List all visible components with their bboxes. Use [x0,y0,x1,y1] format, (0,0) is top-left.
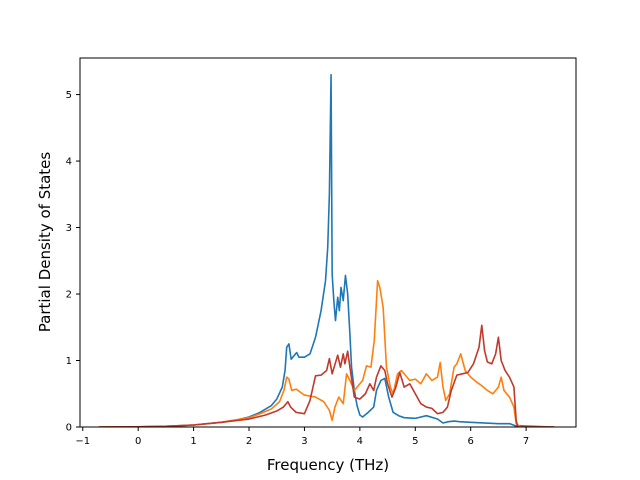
series-line-3 [98,324,555,427]
plot-area [98,73,555,427]
x-tick-label: 5 [412,436,418,447]
y-tick-label: 3 [66,223,72,234]
y-tick-label: 4 [66,157,72,168]
axes-frame [79,57,577,428]
y-tick-label: 5 [66,90,72,101]
x-tick-label: 1 [190,436,196,447]
series-line-2 [98,279,555,427]
series-line-1 [98,73,555,427]
y-tick-label: 2 [66,290,72,301]
x-tick-label: 0 [135,436,141,447]
y-tick-label: 0 [66,423,72,434]
x-tick-label: 6 [468,436,474,447]
y-axis-label: Partial Density of States [36,152,54,333]
x-tick-label: 7 [523,436,529,447]
x-axis-ticks: −1 0 1 2 3 4 5 6 7 [75,427,529,447]
x-tick-label: 4 [357,436,363,447]
x-axis-label: Frequency (THz) [267,456,389,474]
x-tick-label: 3 [301,436,307,447]
y-axis-ticks: 0 1 2 3 4 5 [66,90,80,434]
y-tick-label: 1 [66,356,72,367]
series-layer [98,73,555,427]
x-tick-label: 2 [246,436,252,447]
x-tick-label: −1 [75,436,90,447]
